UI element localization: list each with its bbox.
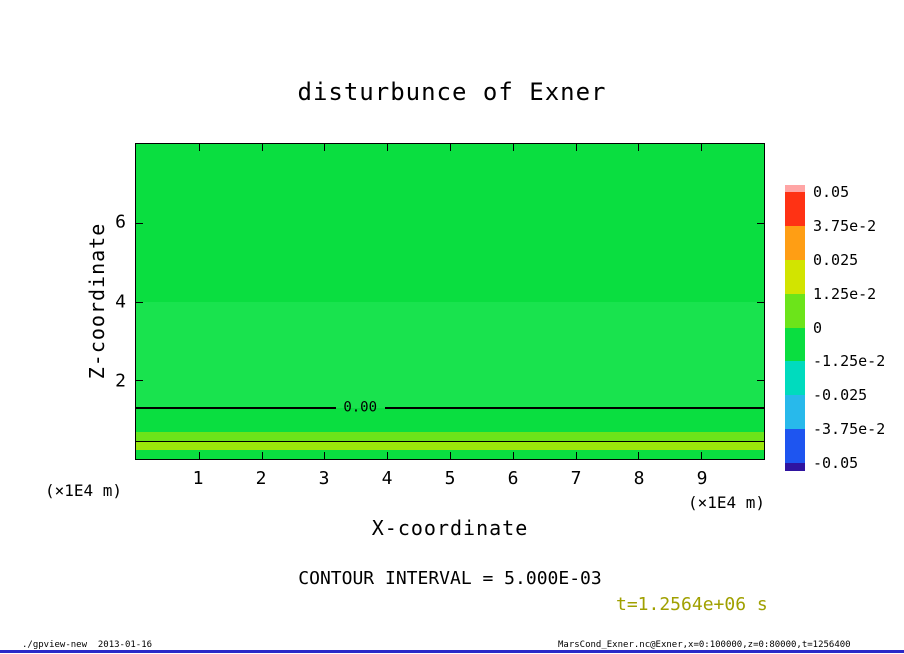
x-tick-label: 2 xyxy=(255,468,267,489)
x-tick-label: 7 xyxy=(570,468,582,489)
colorbar xyxy=(785,185,805,471)
colorbar-segment xyxy=(785,395,805,430)
y-tick-mark xyxy=(136,222,143,224)
x-tick-mark xyxy=(512,452,514,459)
x-tick-mark xyxy=(387,452,389,459)
x-tick-mark xyxy=(261,452,263,459)
colorbar-segment xyxy=(785,327,805,362)
y-tick-label: 6 xyxy=(115,211,126,233)
fill-band xyxy=(136,144,764,303)
x-tick-mark xyxy=(638,452,640,459)
y-tick-mark xyxy=(757,222,764,224)
colorbar-label: -0.025 xyxy=(813,386,868,405)
x-tick-label: 4 xyxy=(381,468,393,489)
x-tick-label: 9 xyxy=(696,468,708,489)
contour-line xyxy=(136,407,336,410)
colorbar-segment xyxy=(785,225,805,261)
x-tick-mark xyxy=(450,144,451,151)
y-axis-unit: (×1E4 m) xyxy=(45,481,123,500)
x-tick-mark xyxy=(575,144,577,151)
x-tick-mark xyxy=(324,452,326,459)
x-tick-label: 6 xyxy=(507,468,519,489)
x-tick-mark xyxy=(575,452,577,459)
y-tick-mark xyxy=(136,380,143,382)
plot-title: disturbunce of Exner xyxy=(297,78,607,106)
x-tick-label: 8 xyxy=(633,468,645,489)
x-tick-mark xyxy=(324,144,326,151)
y-tick-mark xyxy=(136,301,143,303)
x-tick-label: 1 xyxy=(192,468,204,489)
colorbar-segment xyxy=(785,293,805,328)
footer-data-info: MarsCond_Exner.nc@Exner,x=0:100000,z=0:8… xyxy=(558,640,851,650)
y-tick-mark xyxy=(757,301,764,303)
colorbar-segment xyxy=(785,185,805,193)
x-tick-mark xyxy=(638,144,640,151)
colorbar-label: 1.25e-2 xyxy=(813,284,877,303)
x-tick-mark xyxy=(387,144,389,151)
fill-band xyxy=(136,432,764,443)
contour-label: 0.00 xyxy=(343,399,378,416)
x-tick-mark xyxy=(701,144,703,151)
x-tick-mark xyxy=(450,452,451,459)
x-axis-unit: (×1E4 m) xyxy=(688,493,766,512)
fill-band xyxy=(136,301,764,409)
x-tick-mark xyxy=(701,452,703,459)
colorbar-segment xyxy=(785,463,805,471)
axis-tick-layer xyxy=(136,144,764,459)
colorbar-label: 3.75e-2 xyxy=(813,216,877,235)
colorbar-label: -3.75e-2 xyxy=(813,420,886,439)
colorbar-label: 0.025 xyxy=(813,250,859,269)
contour-line-layer: 0.00 xyxy=(136,144,764,459)
contour-line xyxy=(384,407,764,410)
x-axis-label: X-coordinate xyxy=(371,516,529,540)
fill-band xyxy=(136,408,764,433)
time-stamp: t=1.2564e+06 s xyxy=(616,594,768,615)
x-tick-mark xyxy=(198,144,200,151)
colorbar-segment xyxy=(785,361,805,396)
y-tick-label: 4 xyxy=(115,291,126,312)
contour-line xyxy=(136,441,764,443)
colorbar-segment xyxy=(785,429,805,464)
y-tick-mark xyxy=(757,380,764,382)
contour-interval-text: CONTOUR INTERVAL = 5.000E-03 xyxy=(298,568,602,589)
x-tick-label: 5 xyxy=(444,468,456,489)
x-tick-mark xyxy=(198,452,200,459)
colorbar-label: -1.25e-2 xyxy=(813,352,886,371)
footer-program-info: ./gpview-new 2013-01-16 xyxy=(22,640,153,650)
colorbar-segment xyxy=(785,192,805,227)
plot-area: 0.00 xyxy=(135,143,765,460)
x-tick-mark xyxy=(261,144,263,151)
colorbar-segment xyxy=(785,259,805,295)
footer-divider-line xyxy=(0,650,904,653)
colorbar-label: 0.05 xyxy=(813,183,850,201)
x-tick-label: 3 xyxy=(318,468,330,489)
fill-band xyxy=(136,441,764,451)
y-tick-label: 2 xyxy=(115,370,126,392)
colorbar-label: -0.05 xyxy=(813,454,859,472)
colorbar-labels: 0.05 3.75e-2 0.025 1.25e-2 0 -1.25e-2 -0.025 -3… xyxy=(813,0,903,654)
colorbar-label: 0 xyxy=(813,318,823,337)
x-tick-mark xyxy=(512,144,514,151)
